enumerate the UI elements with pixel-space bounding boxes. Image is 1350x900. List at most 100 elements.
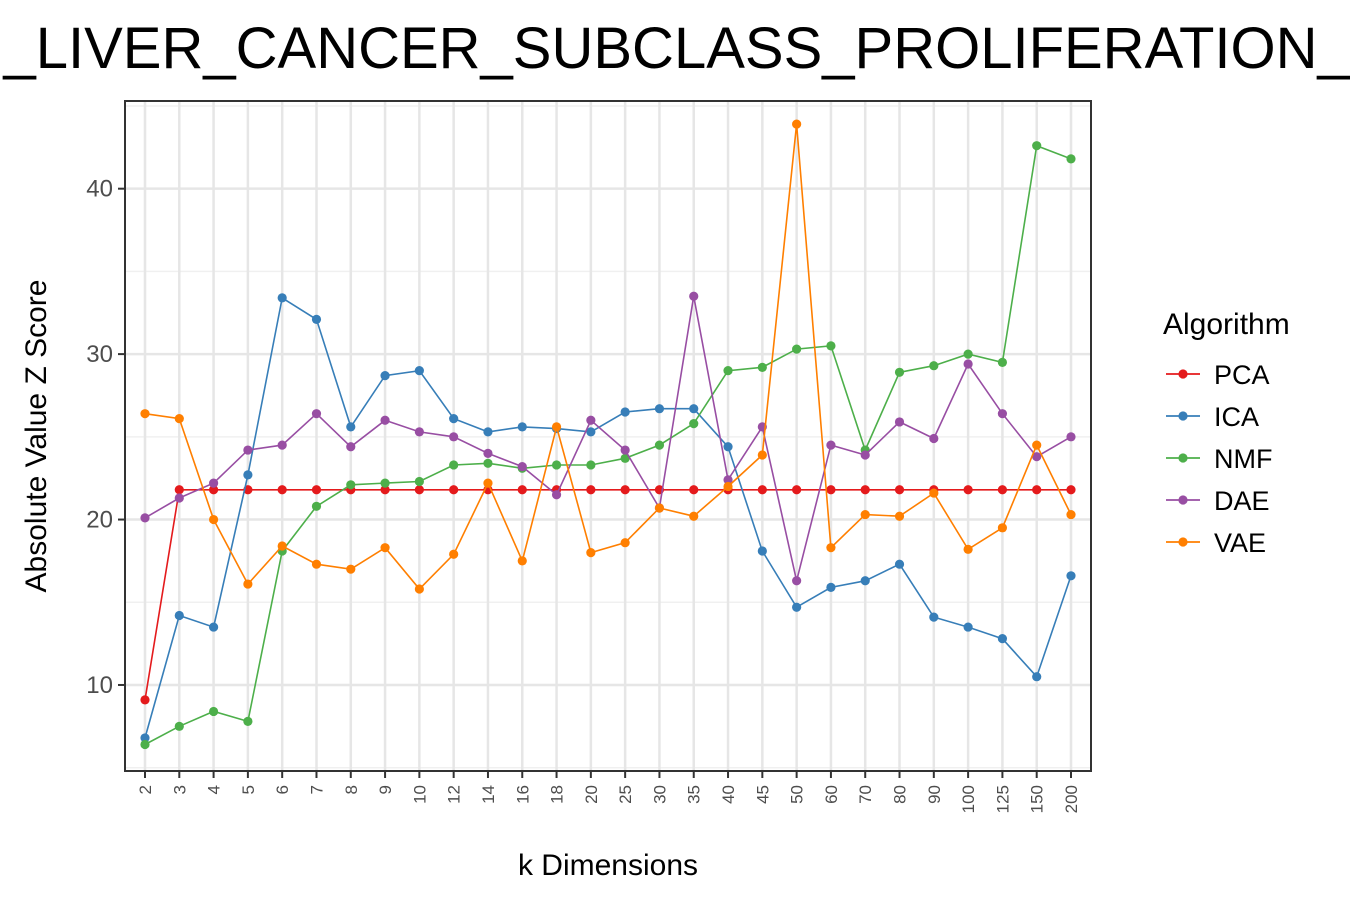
data-point (894, 511, 905, 521)
data-point (483, 458, 493, 468)
legend: Algorithm PCA ICA NMF DAE VAE (1163, 308, 1290, 558)
data-point (860, 450, 870, 460)
data-point (792, 602, 802, 612)
series-nmf (140, 141, 1076, 750)
x-tick-label: 100 (959, 785, 978, 813)
data-point (517, 556, 527, 566)
x-tick-label: 90 (925, 785, 944, 804)
data-point (551, 422, 562, 432)
data-point (174, 485, 184, 495)
data-point (620, 453, 630, 463)
data-point (517, 485, 527, 495)
data-point (689, 511, 699, 521)
data-point (517, 462, 527, 472)
legend-swatch-point (1178, 495, 1188, 505)
y-tick-label: 40 (86, 176, 113, 203)
data-point (243, 579, 253, 589)
series-line (144, 488, 1071, 701)
data-point (689, 291, 699, 301)
data-point (346, 480, 356, 490)
data-point (792, 119, 802, 129)
data-point (414, 476, 424, 487)
data-point (826, 543, 836, 553)
legend-swatch-point (1178, 411, 1188, 421)
data-point (517, 422, 527, 432)
data-point (963, 544, 973, 554)
data-point (551, 460, 562, 470)
data-point (723, 442, 733, 452)
data-point (140, 695, 150, 705)
data-point (208, 622, 219, 632)
x-tick-label: 8 (342, 785, 361, 794)
data-point (346, 564, 356, 574)
x-tick-label: 45 (753, 785, 772, 804)
x-tick-label: 200 (1062, 785, 1081, 813)
data-point (208, 706, 219, 717)
data-point (1066, 509, 1076, 520)
data-point (483, 478, 493, 488)
data-point (243, 470, 253, 480)
data-point (311, 559, 322, 569)
data-point (1066, 485, 1076, 495)
data-point (689, 485, 699, 495)
x-tick-label: 16 (513, 785, 532, 804)
series-dae (140, 291, 1076, 586)
data-point (380, 371, 390, 381)
data-point (929, 488, 939, 498)
data-point (929, 361, 939, 371)
x-tick-label: 5 (239, 785, 258, 794)
x-tick-label: 7 (307, 785, 326, 794)
x-tick-label: 125 (993, 785, 1012, 813)
y-tick-label: 20 (86, 507, 113, 534)
y-tick-label: 30 (86, 341, 113, 368)
data-point (654, 440, 665, 450)
data-point (860, 509, 870, 520)
data-point (380, 485, 390, 495)
data-point (174, 493, 184, 503)
data-point (620, 485, 630, 495)
series-pca (140, 485, 1076, 705)
data-point (1032, 452, 1042, 462)
data-point (277, 293, 287, 303)
data-point (208, 514, 219, 525)
data-point (997, 523, 1008, 533)
data-point (860, 576, 870, 586)
data-point (140, 739, 150, 750)
data-point (689, 404, 699, 414)
x-axis-title: k Dimensions (518, 849, 698, 882)
data-point (1066, 571, 1076, 581)
data-point (483, 448, 493, 458)
data-point (140, 513, 150, 523)
series-group (140, 119, 1076, 750)
series-line (144, 124, 1072, 591)
data-point (174, 610, 184, 621)
data-point (689, 418, 699, 429)
data-point (723, 475, 733, 485)
data-point (311, 314, 322, 324)
x-tick-label: 50 (788, 785, 807, 804)
plot-panel (124, 100, 1092, 772)
data-point (826, 440, 836, 450)
data-point (1066, 432, 1076, 442)
data-point (894, 485, 905, 495)
x-tick-label: 150 (1028, 785, 1047, 813)
legend-swatch-point (1178, 453, 1188, 463)
x-tick-label: 4 (205, 785, 224, 794)
data-point (792, 344, 802, 354)
legend-item-nmf: NMF (1166, 444, 1272, 474)
data-point (654, 503, 665, 513)
data-point (449, 549, 459, 559)
series-vae (140, 119, 1076, 594)
data-point (277, 485, 287, 495)
data-point (243, 445, 253, 455)
legend-label: NMF (1214, 444, 1272, 474)
x-tick-label: 14 (479, 785, 498, 804)
data-point (380, 543, 390, 553)
data-point (140, 409, 150, 419)
data-point (757, 485, 767, 495)
chart-title: G_LIVER_CANCER_SUBCLASS_PROLIFERATION_D (0, 16, 1350, 81)
data-point (860, 485, 870, 495)
x-tick-label: 60 (822, 785, 841, 804)
